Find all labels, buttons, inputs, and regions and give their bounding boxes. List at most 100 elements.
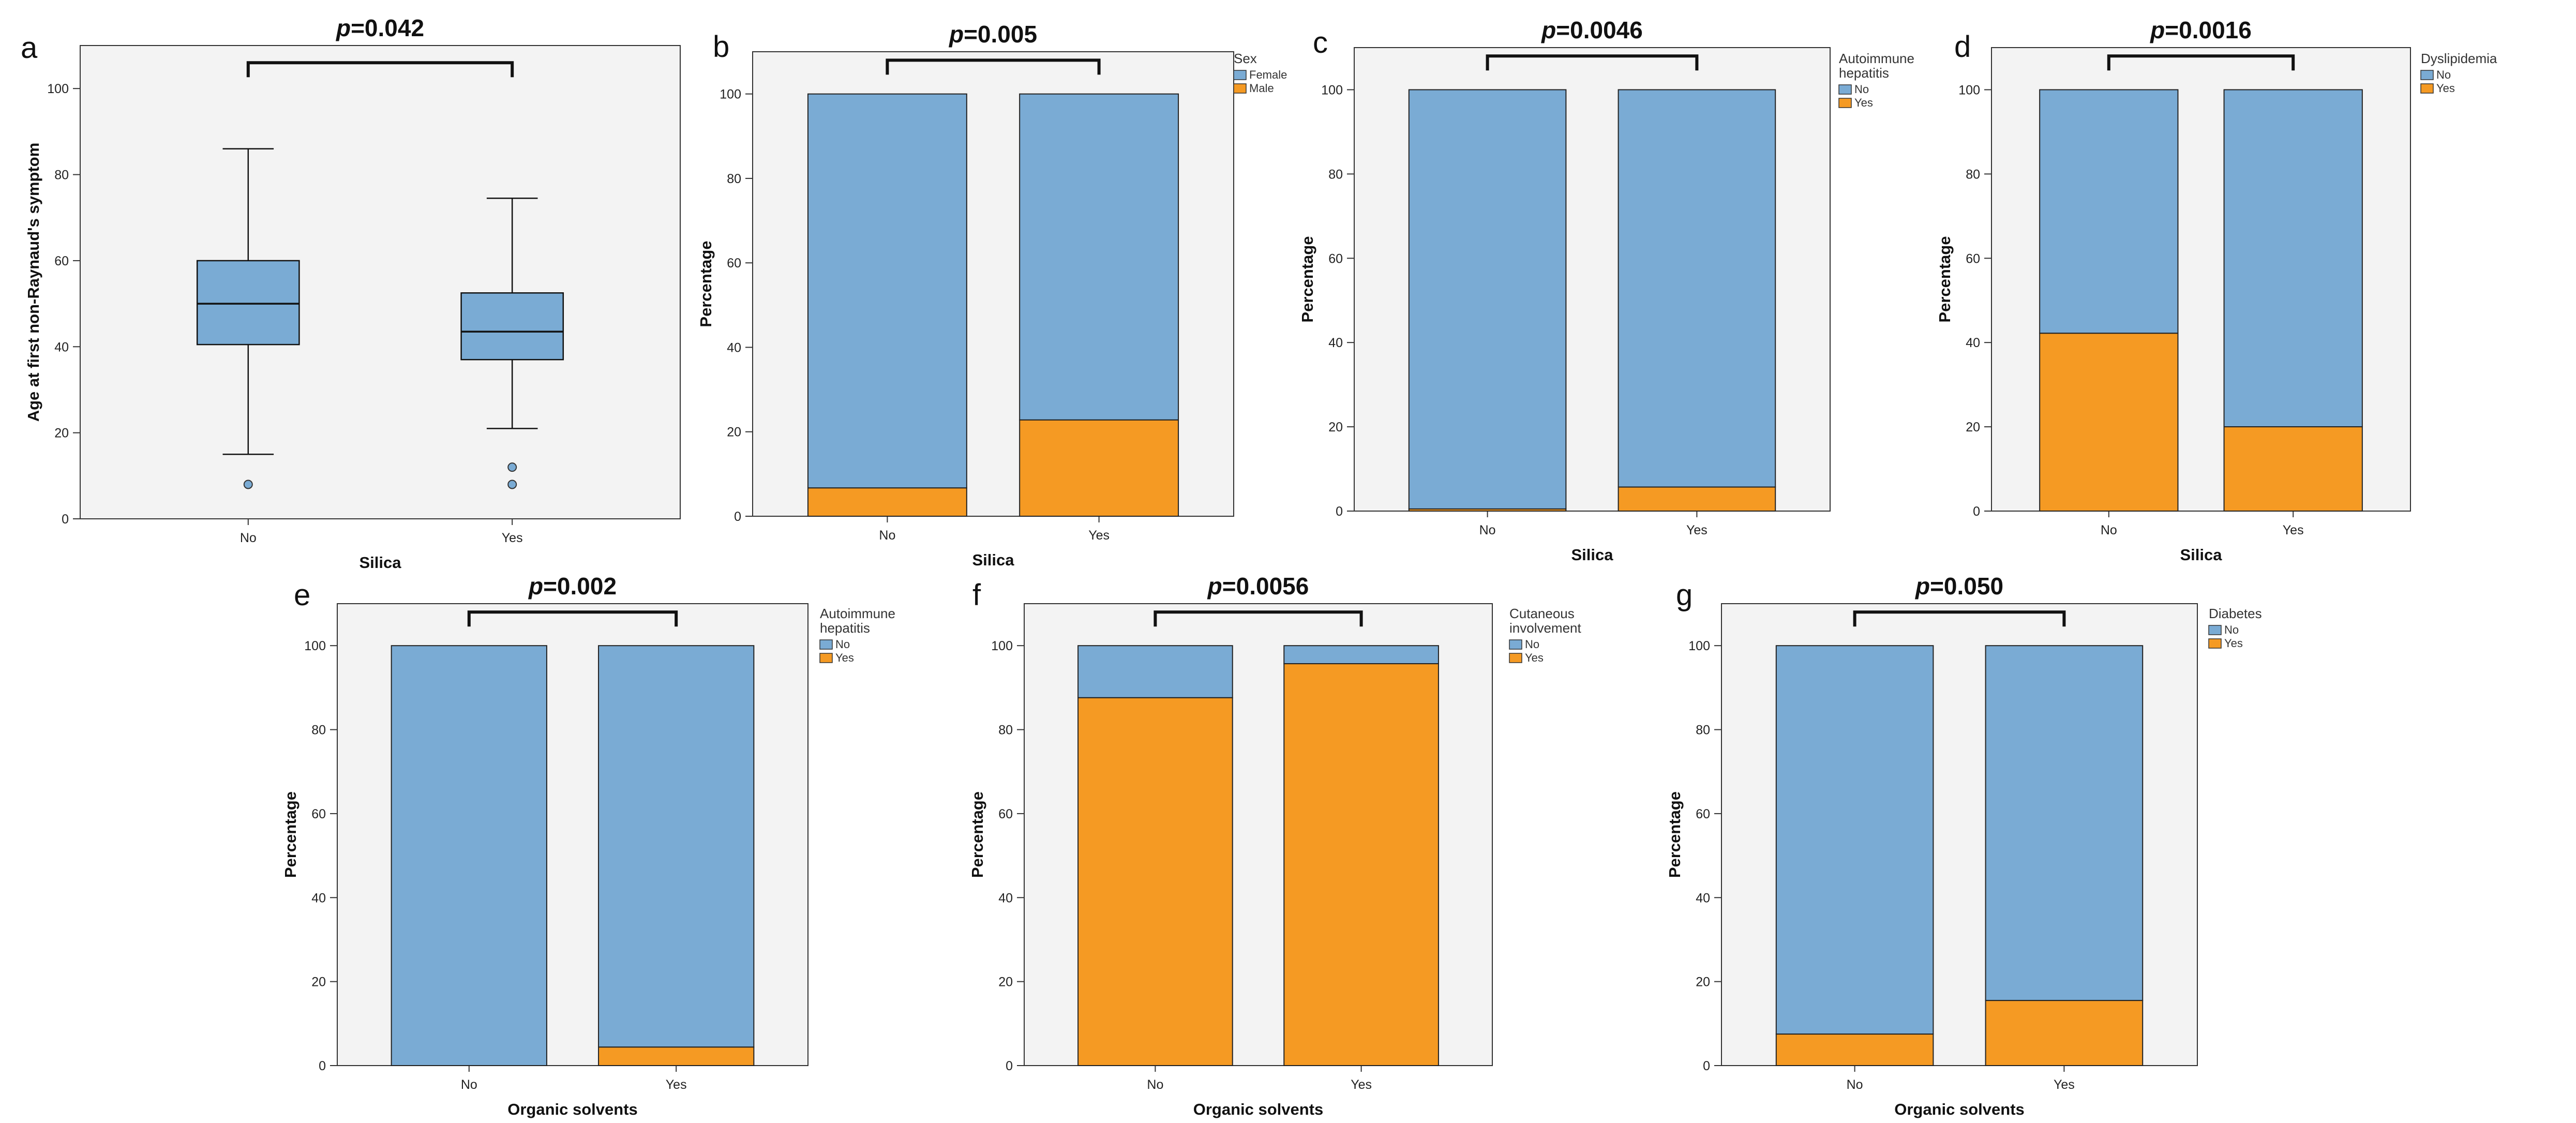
y-tick-label: 60 (54, 254, 69, 268)
x-axis-label: Organic solvents (507, 1100, 638, 1118)
y-tick-label: 20 (54, 426, 69, 441)
bar-segment-no (598, 645, 755, 1048)
bar-segment-male (1019, 419, 1179, 517)
legend-title: Diabetes (2209, 606, 2262, 621)
legend-label: Yes (1854, 96, 1873, 109)
bar-segment-no (2223, 89, 2363, 428)
x-tick-label: No (461, 1077, 477, 1092)
y-tick-label: 0 (734, 510, 741, 524)
y-tick-label: 100 (1688, 639, 1710, 653)
legend-swatch (1509, 653, 1522, 663)
panel-letter: g (1676, 578, 1693, 612)
bar-segment-no (1618, 89, 1776, 488)
y-tick-label: 20 (998, 975, 1013, 990)
x-tick-label: Yes (2054, 1077, 2075, 1092)
y-tick-label: 80 (1328, 167, 1343, 182)
legend-swatch (1233, 83, 1247, 94)
title-p: p (1207, 573, 1222, 600)
legend-swatch (1509, 639, 1522, 650)
significance-bracket (1853, 610, 2066, 627)
title-p: p (528, 573, 543, 600)
x-tick-label: Yes (1686, 523, 1708, 537)
y-axis-label: Age at first non-Raynaud's symptom (24, 143, 42, 422)
bar-segment-female (1019, 93, 1179, 421)
panel-f: f p=0.0056 0 20 40 60 80 100 Percentage Organic s… (968, 573, 1582, 1118)
significance-bracket (1486, 54, 1699, 71)
y-tick-label: 0 (1703, 1059, 1710, 1073)
y-tick-label: 80 (998, 723, 1013, 738)
bar-segment-yes (1775, 1034, 1934, 1067)
bar-segment-yes (1408, 508, 1567, 512)
panel-b: b p=0.005 0 20 40 60 80 100 Percentage Silica No Ye… (697, 21, 1287, 569)
y-tick-label: 20 (1966, 420, 1980, 435)
x-tick-label: Yes (2283, 523, 2304, 537)
x-axis-label: Silica (2180, 546, 2223, 564)
panel-a: a p=0.042 0 20 40 60 80 100 Age at first non-Ray… (21, 14, 681, 572)
legend-title: involvement (1509, 620, 1582, 636)
panel-letter: d (1954, 30, 1971, 64)
bar-yes (598, 645, 755, 1067)
x-tick-label: No (240, 531, 257, 545)
legend-label: No (2436, 68, 2451, 81)
chart-title: p=0.0056 (1207, 573, 1309, 600)
y-tick-label: 100 (1958, 83, 1980, 97)
chart-title: p=0.0016 (2149, 17, 2252, 43)
legend-label: Male (1249, 82, 1274, 95)
legend-swatch (819, 639, 833, 650)
bar-segment-yes (2223, 426, 2363, 512)
panel-letter: b (713, 30, 729, 64)
y-tick-label: 0 (1006, 1059, 1013, 1073)
panel-letter: c (1313, 26, 1328, 59)
title-p: p (948, 21, 964, 48)
bar-segment-no (391, 645, 547, 1066)
y-axis-label: Percentage (697, 241, 715, 327)
title-value: =0.0046 (1556, 17, 1643, 43)
panel-letter: f (972, 578, 981, 612)
bar-segment-male (807, 487, 967, 517)
x-tick-label: No (1847, 1077, 1863, 1092)
y-axis-label: Percentage (1666, 791, 1684, 878)
x-tick-label: No (1479, 523, 1496, 537)
y-tick-label: 20 (311, 975, 326, 990)
bar-segment-no (1985, 645, 2144, 1001)
x-axis-label: Organic solvents (1894, 1100, 2025, 1118)
bar-yes (1019, 93, 1179, 517)
bar-no (807, 93, 967, 517)
y-tick-label: 20 (1328, 420, 1343, 435)
y-tick-label: 80 (54, 168, 69, 183)
y-tick-label: 40 (54, 340, 69, 354)
x-tick-label: Yes (1351, 1077, 1372, 1092)
x-tick-label: Yes (666, 1077, 687, 1092)
box-yes (460, 198, 564, 489)
bar-no (2039, 89, 2179, 512)
title-value: =0.0056 (1222, 573, 1309, 600)
legend-swatch (1838, 98, 1852, 108)
chart-title: p=0.050 (1914, 573, 2003, 600)
y-tick-label: 20 (1696, 975, 1710, 990)
legend-swatch (2420, 70, 2434, 80)
y-tick-label: 100 (720, 87, 741, 102)
bar-segment-yes (2039, 333, 2179, 512)
bar-no (1077, 645, 1233, 1066)
chart-title: p=0.042 (335, 14, 424, 41)
bar-segment-yes (1618, 486, 1776, 512)
title-value: =0.002 (543, 573, 617, 600)
legend-swatch (819, 653, 833, 663)
title-p: p (1540, 17, 1556, 43)
y-tick-label: 0 (1973, 504, 1980, 519)
legend-label: Yes (2436, 82, 2455, 95)
y-tick-label: 80 (1966, 167, 1980, 182)
legend-swatch (2208, 625, 2222, 635)
legend-swatch (2208, 638, 2222, 649)
legend-swatch (1233, 70, 1247, 80)
y-tick-label: 100 (991, 639, 1013, 653)
x-axis-label: Silica (972, 551, 1015, 569)
x-tick-label: Yes (1088, 528, 1110, 543)
y-tick-label: 0 (1336, 504, 1343, 519)
y-tick-label: 60 (727, 256, 741, 271)
